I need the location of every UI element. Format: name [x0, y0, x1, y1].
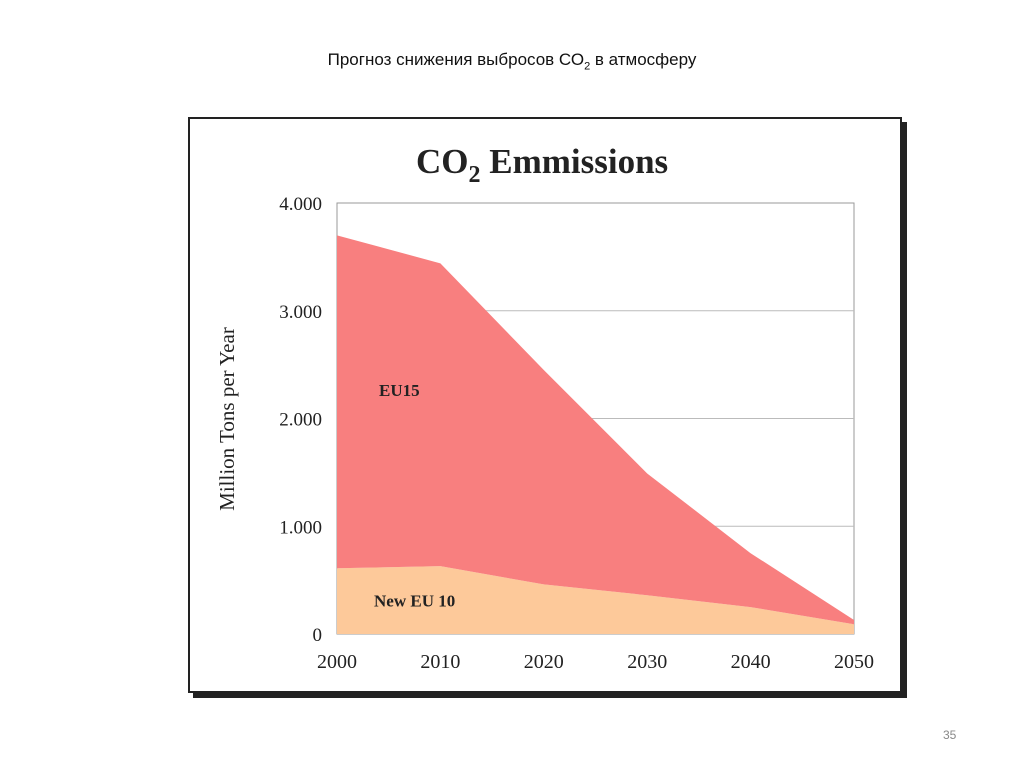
- y-axis-label: Million Tons per Year: [215, 327, 239, 511]
- x-tick-label-5: 2050: [834, 651, 874, 673]
- chart-frame: CO2 Emmissions New EU 10 EU15 0 1.000 2.000…: [188, 117, 902, 693]
- co2-emissions-chart: CO2 Emmissions New EU 10 EU15 0 1.000 2.000…: [215, 142, 874, 673]
- slide-title: Прогноз снижения выбросов СО2 в атмосфер…: [0, 50, 1024, 72]
- x-axis-ticks: 2000 2010 2020 2030 2040 2050: [317, 651, 874, 673]
- area-new-eu-10: [337, 566, 854, 634]
- area-labels: New EU 10 EU15: [374, 381, 455, 610]
- y-tick-label-3: 3.000: [279, 302, 322, 323]
- x-tick-label-3: 2030: [627, 651, 667, 673]
- series-label-eu15: EU15: [379, 381, 420, 400]
- slide-title-subscript: 2: [584, 60, 591, 73]
- area-eu15: [337, 235, 854, 625]
- y-tick-label-0: 0: [313, 625, 323, 646]
- x-tick-label-4: 2040: [731, 651, 771, 673]
- slide-title-rest: в атмосферу: [590, 50, 697, 69]
- x-tick-label-2: 2020: [524, 651, 564, 673]
- area-series: [337, 235, 854, 634]
- slide-title-main: Прогноз снижения выбросов СО: [327, 50, 585, 69]
- x-tick-label-0: 2000: [317, 651, 357, 673]
- chart-title: CO2 Emmissions: [416, 142, 668, 188]
- y-tick-label-4: 4.000: [279, 194, 322, 215]
- page-number: 35: [943, 728, 957, 742]
- y-axis-ticks: 0 1.000 2.000 3.000 4.000: [279, 194, 322, 646]
- series-label-new-eu-10: New EU 10: [374, 592, 455, 611]
- y-tick-label-2: 2.000: [279, 410, 322, 431]
- y-tick-label-1: 1.000: [279, 517, 322, 538]
- x-tick-label-1: 2010: [420, 651, 460, 673]
